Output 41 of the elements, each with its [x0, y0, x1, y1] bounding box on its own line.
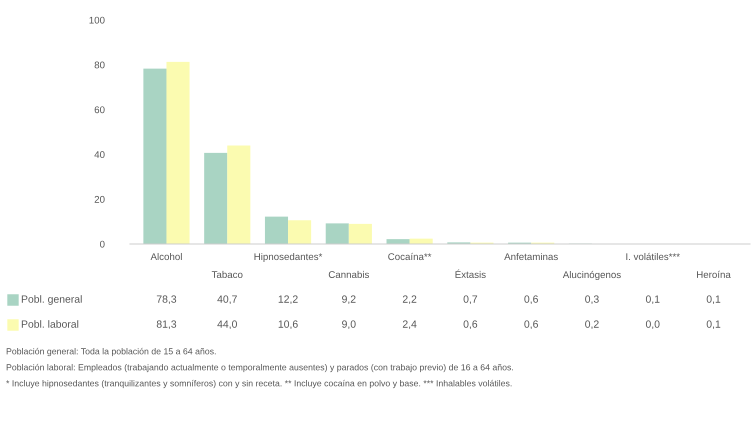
text: Población general: Toda la población de 15 a 64 años.	[6, 348, 216, 356]
data-label: 81,3	[156, 320, 176, 330]
data-label: 0,1	[646, 295, 660, 304]
x-tick-label: Tabaco	[212, 270, 243, 278]
x-tick-label: Heroína	[697, 270, 731, 278]
data-label: 0,1	[706, 320, 720, 330]
x-tick-label: Anfetaminas	[504, 252, 558, 260]
legend-label: Pobl. general	[22, 295, 82, 305]
x-tick-label: Hipnosedantes*	[254, 252, 322, 262]
data-label: 0,3	[585, 295, 599, 304]
x-tick-label: Cocaína**	[388, 252, 432, 260]
y-tick-label: 20	[94, 196, 105, 203]
data-label: 0,6	[524, 295, 538, 304]
data-label: 2,2	[402, 295, 416, 304]
data-label: 10,6	[278, 320, 298, 330]
text: Población laboral: Empleados (trabajando actualmente o temporalmente ausentes) y parados (con trabajo previo) de 16 a 64 años.	[6, 364, 514, 372]
y-tick-label: 80	[94, 62, 105, 68]
text: * Incluye hipnosedantes (tranquilizantes y somníferos) con y sin receta. ** Incluye cocaína en polvo y base. *** Inhalables volátiles.	[6, 380, 512, 388]
x-tick-label: Cannabis	[328, 270, 370, 278]
y-tick-label: 60	[94, 106, 105, 114]
data-label: 9,0	[342, 320, 356, 330]
data-label: 0,2	[585, 320, 599, 330]
data-label: 44,0	[217, 320, 237, 330]
data-label: 2,4	[402, 320, 417, 330]
data-label: 0,0	[646, 320, 660, 330]
data-label: 12,2	[278, 295, 298, 304]
data-label: 0,6	[524, 320, 538, 330]
data-label: 78,3	[156, 295, 176, 304]
data-label: 0,6	[464, 320, 478, 330]
x-tick-label: Alucinógenos	[562, 270, 621, 280]
x-tick-label: Éxtasis	[456, 269, 486, 278]
y-tick-label: 40	[94, 151, 105, 158]
data-label: 0,1	[706, 295, 720, 304]
data-label: 40,7	[217, 295, 237, 304]
y-tick-label: 0	[100, 240, 105, 248]
x-tick-label: Alcohol	[150, 252, 182, 260]
legend-label: Pobl. laboral	[22, 320, 78, 328]
data-label: 9,2	[342, 295, 356, 304]
y-tick-label: 100	[90, 16, 105, 24]
x-tick-label: I. volátiles***	[626, 252, 680, 260]
data-label: 0,7	[464, 295, 478, 304]
